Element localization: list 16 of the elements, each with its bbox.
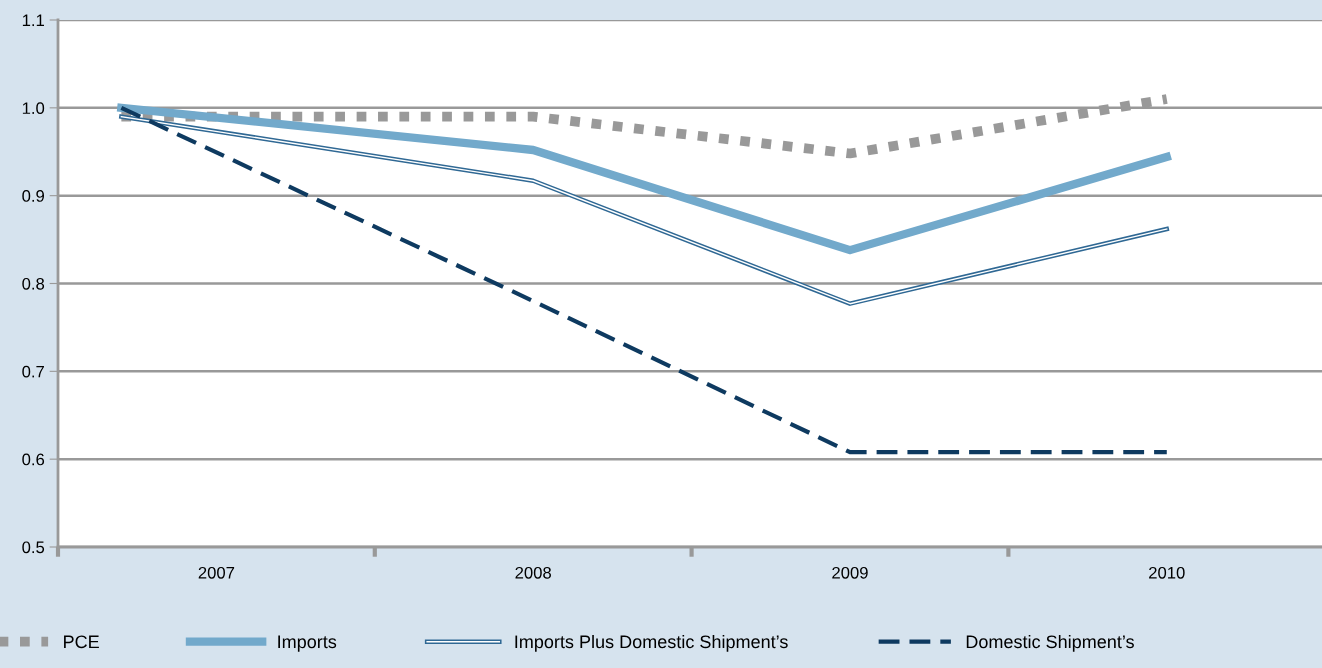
y-tick-label: 1.1 — [22, 14, 44, 27]
y-tick-label: 1.0 — [22, 102, 45, 115]
x-tick-label: 2008 — [515, 566, 551, 579]
y-tick-label: 0.7 — [22, 365, 44, 378]
x-tick-label: 2010 — [1149, 566, 1185, 579]
legend-label: Domestic Shipment’s — [966, 634, 1134, 652]
y-tick-label: 0.9 — [22, 190, 45, 202]
line-series — [119, 114, 1169, 306]
y-tick-label: 0.8 — [22, 277, 45, 290]
legend-label: Imports — [278, 635, 337, 652]
y-tick-label: 0.5 — [22, 541, 45, 554]
legend-label: PCE — [64, 635, 99, 649]
legend-label: Imports Plus Domestic Shipment’s — [515, 634, 788, 652]
x-tick-label: 2009 — [832, 566, 868, 579]
y-tick-label: 0.6 — [22, 453, 45, 466]
x-tick-label: 2007 — [198, 566, 235, 579]
